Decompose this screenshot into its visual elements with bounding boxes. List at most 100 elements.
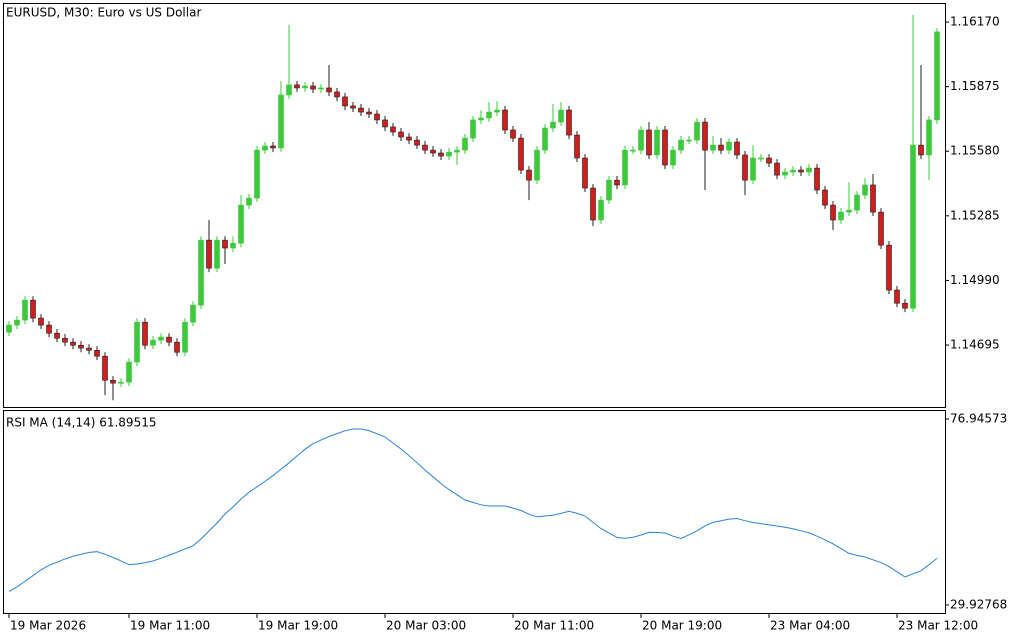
candle-body xyxy=(934,31,940,121)
candle-body xyxy=(350,105,356,109)
y-tick-label: 76.94573 xyxy=(950,411,1007,425)
candle-body xyxy=(374,113,380,121)
candle-body xyxy=(822,189,828,206)
candle-body xyxy=(22,299,28,321)
candle-body xyxy=(598,199,604,221)
candle-body xyxy=(422,144,428,151)
candle-body xyxy=(278,94,284,149)
candle-body xyxy=(342,96,348,107)
candle-body xyxy=(878,211,884,246)
candle-body xyxy=(806,167,812,173)
candle-body xyxy=(358,107,364,113)
price-panel xyxy=(3,3,946,408)
candle-body xyxy=(246,197,252,206)
candle-body xyxy=(590,187,596,221)
candle-body xyxy=(534,149,540,181)
candle-body xyxy=(142,321,148,346)
candle-body xyxy=(790,169,796,173)
y-tick-label: 1.16170 xyxy=(950,15,1000,29)
candle-body xyxy=(150,339,156,346)
y-tick-label: 1.14990 xyxy=(950,273,1000,287)
rsi-line xyxy=(8,428,938,592)
candle-body xyxy=(438,152,444,157)
candle-body xyxy=(310,85,316,90)
candle-body xyxy=(14,319,20,326)
candle-body xyxy=(662,129,668,166)
y-tick-label: 1.15875 xyxy=(950,79,1000,93)
candle-body xyxy=(398,131,404,138)
candle-body xyxy=(862,184,868,196)
candle-body xyxy=(726,141,732,151)
candle-body xyxy=(262,145,268,151)
candle-body xyxy=(622,149,628,186)
candle-body xyxy=(718,144,724,151)
candle-body xyxy=(382,119,388,128)
candle-body xyxy=(462,137,468,151)
candle-body xyxy=(62,337,68,343)
y-tick-label: 1.15580 xyxy=(950,144,1000,158)
candle-body xyxy=(798,169,804,173)
candle-body xyxy=(414,139,420,146)
candle-body xyxy=(254,149,260,199)
candle-body xyxy=(38,317,44,326)
candle-body xyxy=(814,167,820,191)
candle-body xyxy=(870,184,876,213)
candle-body xyxy=(510,129,516,139)
candle-body xyxy=(766,157,772,164)
candle-body xyxy=(430,149,436,154)
candle-body xyxy=(678,139,684,151)
candle-body xyxy=(742,154,748,181)
candle-body xyxy=(694,121,700,141)
candle-body xyxy=(558,109,564,123)
rsi-panel xyxy=(3,410,946,614)
candle-body xyxy=(478,117,484,121)
candle-body xyxy=(222,239,228,249)
y-tick-label: 29.92768 xyxy=(950,597,1007,611)
candle-body xyxy=(542,127,548,151)
candle-body xyxy=(774,162,780,176)
candle-body xyxy=(318,87,324,90)
candle-body xyxy=(174,341,180,353)
candle-body xyxy=(94,349,100,357)
candle-body xyxy=(518,137,524,171)
candle-body xyxy=(494,109,500,113)
candle-body xyxy=(910,144,916,309)
candle-body xyxy=(526,169,532,181)
candle-body xyxy=(886,244,892,291)
candle-body xyxy=(550,121,556,129)
chart-title: EURUSD, M30: Euro vs US Dollar xyxy=(6,6,201,20)
candle-body xyxy=(182,321,188,353)
candle-body xyxy=(454,149,460,153)
candle-body xyxy=(830,204,836,221)
candle-body xyxy=(646,129,652,156)
candle-body xyxy=(214,239,220,269)
x-tick-label: 23 Mar 12:00 xyxy=(898,619,978,633)
candle-body xyxy=(126,361,132,383)
candle-body xyxy=(230,242,236,249)
candle-body xyxy=(638,129,644,151)
candle-body xyxy=(566,109,572,136)
candle-body xyxy=(54,332,60,339)
candle-body xyxy=(406,136,412,141)
candle-body xyxy=(390,126,396,133)
candle-body xyxy=(734,141,740,156)
candle-body xyxy=(286,84,292,96)
candle-body xyxy=(838,211,844,221)
candle-body xyxy=(926,119,932,156)
candle-body xyxy=(902,302,908,309)
candle-body xyxy=(446,151,452,157)
candle-body xyxy=(166,336,172,343)
candle-body xyxy=(270,145,276,149)
x-tick-label: 20 Mar 11:00 xyxy=(514,619,594,633)
x-tick-label: 19 Mar 11:00 xyxy=(130,619,210,633)
candle-body xyxy=(470,119,476,139)
x-tick-label: 20 Mar 19:00 xyxy=(642,619,722,633)
x-tick-label: 19 Mar 2026 xyxy=(10,619,86,633)
candle-body xyxy=(702,121,708,151)
y-tick-label: 1.14695 xyxy=(950,338,1000,352)
candle-body xyxy=(110,379,116,384)
candle-body xyxy=(366,111,372,115)
candle-body xyxy=(918,144,924,156)
